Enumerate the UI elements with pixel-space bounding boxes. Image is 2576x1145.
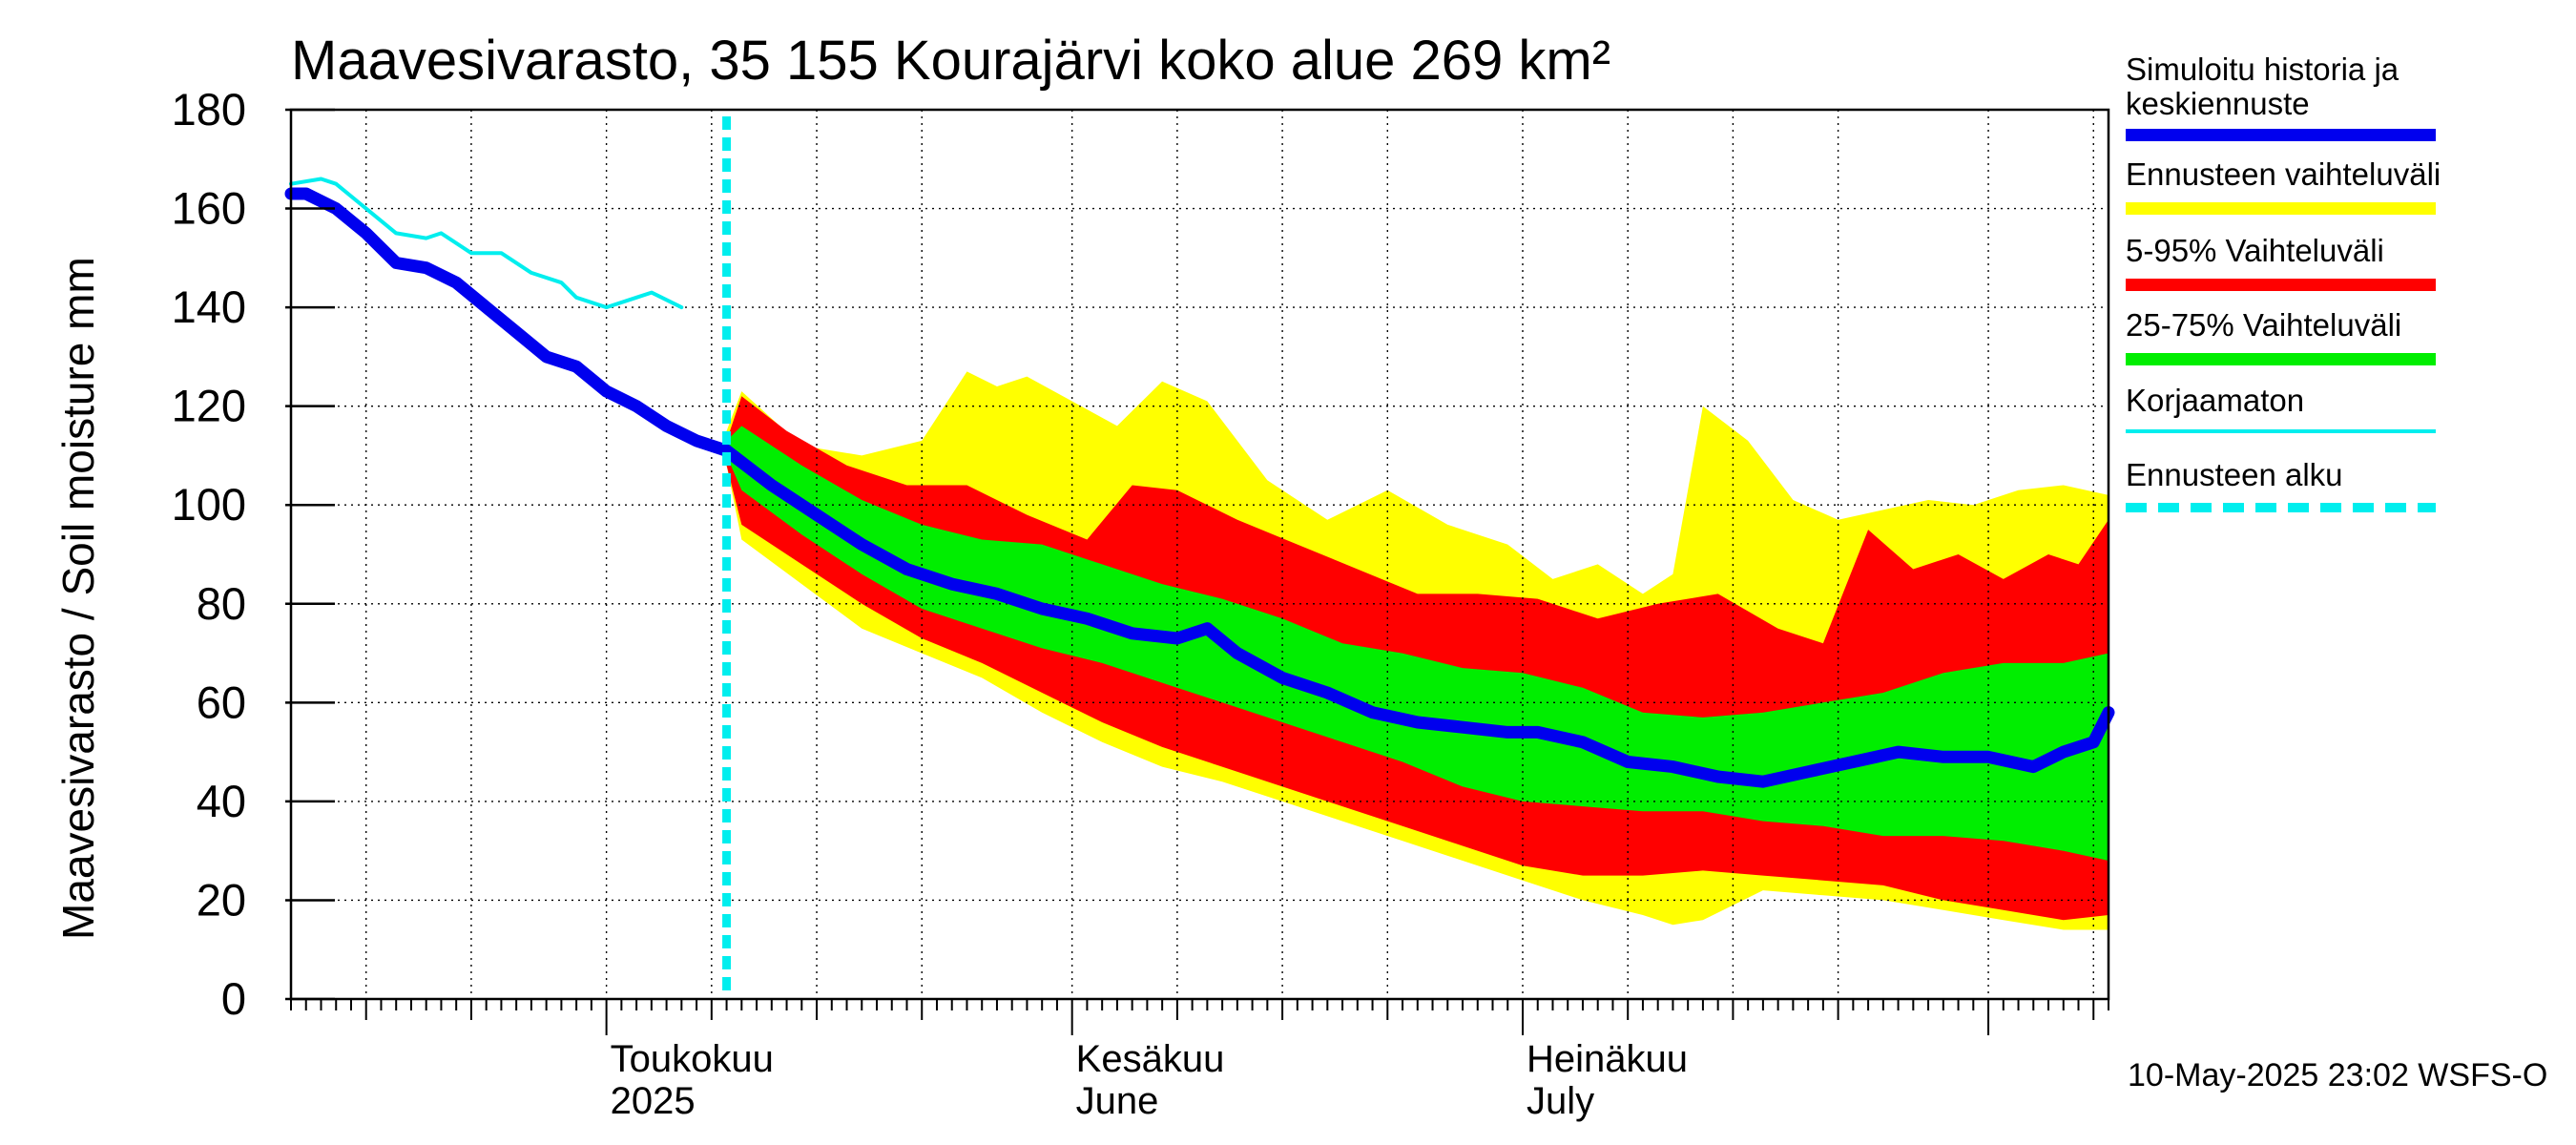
x-tick-label: Heinäkuu <box>1527 1038 1688 1080</box>
legend-item-p25-75: 25-75% Vaihteluväli <box>2126 307 2545 365</box>
chart-title: Maavesivarasto, 35 155 Kourajärvi koko a… <box>291 30 1611 92</box>
plot-frame <box>289 108 2110 1001</box>
y-tick-label: 60 <box>197 677 246 727</box>
y-tick-label: 0 <box>221 973 246 1024</box>
legend-label: 25-75% Vaihteluväli <box>2126 307 2402 343</box>
legend-swatch <box>2126 503 2436 512</box>
legend-label: Simuloitu historia ja keskiennuste <box>2126 52 2399 121</box>
x-tick-sublabel: July <box>1527 1080 1594 1122</box>
series-lines <box>284 116 2115 999</box>
x-tick-label: Toukokuu <box>611 1038 774 1080</box>
uncorrected-line <box>289 177 684 310</box>
y-tick-label: 40 <box>197 776 246 826</box>
legend-swatch <box>2126 129 2436 141</box>
x-tick-sublabel: June <box>1076 1080 1159 1122</box>
x-tick-sublabel: 2025 <box>611 1080 696 1122</box>
y-tick-label: 140 <box>172 281 246 332</box>
legend-item-range: Ennusteen vaihteluväli <box>2126 156 2545 215</box>
y-tick-label: 180 <box>172 84 246 135</box>
forecast-bands <box>726 371 2109 930</box>
legend-item-p5-95: 5-95% Vaihteluväli <box>2126 233 2545 291</box>
legend-label: Korjaamaton <box>2126 383 2305 418</box>
y-tick-label: 80 <box>197 578 246 629</box>
legend-label: Ennusteen vaihteluväli <box>2126 156 2441 192</box>
y-tick-label: 100 <box>172 479 246 530</box>
grid <box>291 110 2109 999</box>
y-axis-label: Maavesivarasto / Soil moisture mm <box>53 257 103 940</box>
y-tick-label: 120 <box>172 381 246 431</box>
legend-swatch <box>2126 202 2436 215</box>
legend-label: Ennusteen alku <box>2126 457 2343 492</box>
legend-item-forecast-start: Ennusteen alku <box>2126 457 2545 512</box>
median-line <box>284 187 2115 788</box>
timestamp-footer: 10-May-2025 23:02 WSFS-O <box>2128 1057 2548 1093</box>
legend-swatch <box>2126 429 2436 433</box>
legend-item-median: Simuloitu historia ja keskiennuste <box>2126 52 2545 141</box>
legend-item-uncorrected: Korjaamaton <box>2126 383 2545 433</box>
legend-swatch <box>2126 279 2436 291</box>
legend-swatch <box>2126 353 2436 365</box>
p25-75-band <box>726 426 2109 861</box>
legend-label: 5-95% Vaihteluväli <box>2126 233 2384 268</box>
y-tick-label: 20 <box>197 874 246 925</box>
x-tick-label: Kesäkuu <box>1076 1038 1225 1080</box>
y-tick-label: 160 <box>172 183 246 234</box>
